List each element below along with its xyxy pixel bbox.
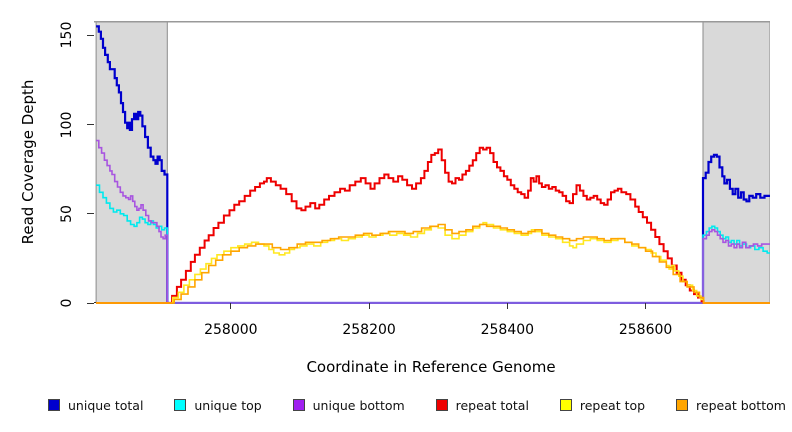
legend-swatch-icon [676, 399, 689, 411]
x-tick-label: 258600 [618, 322, 673, 338]
x-tick-label: 258200 [342, 322, 396, 338]
legend-label: unique total [68, 397, 144, 413]
legend-label: repeat bottom [696, 397, 786, 413]
series-line-unique-total [96, 25, 770, 305]
x-axis-title: Coordinate in Reference Genome [306, 358, 556, 376]
legend: unique total unique top unique bottom repea… [48, 395, 786, 415]
y-tick-label: 150 [59, 21, 75, 49]
y-tick-mark [87, 124, 94, 126]
x-tick-label: 258000 [204, 322, 258, 338]
legend-item-unique-bottom: unique bottom [292, 397, 405, 413]
y-tick-label: 100 [59, 111, 75, 138]
legend-swatch-icon [48, 399, 60, 411]
legend-item-repeat-top: repeat top [559, 397, 646, 413]
legend-label: repeat top [579, 397, 646, 413]
legend-swatch-icon [174, 399, 187, 411]
legend-label: repeat total [455, 397, 529, 413]
legend-swatch-icon [435, 399, 448, 411]
legend-swatch-icon [559, 399, 572, 411]
y-tick-label: 50 [59, 204, 75, 223]
series-line-repeat-bottom [96, 223, 770, 304]
legend-swatch-icon [292, 399, 305, 411]
y-tick-mark [87, 302, 94, 304]
series-line-unique-bottom [96, 139, 770, 304]
x-tick-mark [645, 303, 647, 309]
legend-item-unique-top: unique top [174, 397, 262, 413]
x-tick-label: 258400 [480, 322, 535, 338]
x-tick-mark [230, 303, 232, 309]
series-line-unique-top [96, 184, 770, 304]
legend-item-repeat-total: repeat total [435, 397, 529, 413]
y-tick-mark [87, 213, 94, 215]
x-tick-mark [368, 303, 370, 309]
y-tick-label: 0 [59, 298, 75, 308]
legend-item-repeat-bottom: repeat bottom [676, 398, 786, 413]
y-tick-mark [87, 34, 94, 36]
series-line-repeat-total [96, 146, 770, 304]
x-tick-mark [506, 303, 508, 309]
legend-label: unique top [194, 397, 262, 413]
plot-svg [94, 21, 771, 305]
legend-label: unique bottom [312, 397, 405, 413]
legend-item-unique-total: unique total [48, 398, 143, 413]
series-line-repeat-top [96, 221, 770, 304]
plot-area [94, 21, 771, 305]
y-axis-title: Read Coverage Depth [19, 79, 37, 245]
repeat-region-shade [702, 21, 771, 303]
